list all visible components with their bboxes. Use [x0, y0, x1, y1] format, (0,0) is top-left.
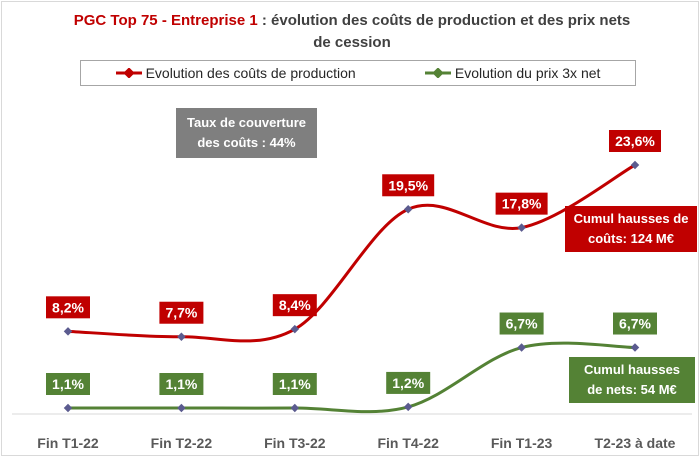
data-label: 6,7%: [499, 312, 544, 335]
net-cumul-annotation-line2: de nets: 54 M€: [587, 382, 677, 397]
x-tick-label: Fin T2-22: [151, 435, 213, 451]
cost-cumul-annotation-line2: coûts: 124 M€: [588, 231, 674, 246]
svg-text:8,4%: 8,4%: [279, 297, 311, 313]
data-label: 23,6%: [609, 130, 661, 152]
data-label: 19,5%: [382, 174, 435, 197]
data-label: 1,1%: [272, 373, 317, 395]
cost-cumul-annotation: Cumul hausses de coûts: 124 M€: [565, 206, 697, 252]
svg-text:17,8%: 17,8%: [502, 196, 542, 212]
data-label: 17,8%: [495, 192, 548, 215]
chart-title-highlight: PGC Top 75 - Entreprise 1: [73, 12, 258, 29]
svg-text:1,1%: 1,1%: [52, 376, 84, 392]
data-point: [517, 223, 526, 232]
legend-swatch-net-price: [424, 68, 451, 78]
svg-text:1,1%: 1,1%: [165, 376, 197, 392]
svg-text:6,7%: 6,7%: [506, 316, 538, 332]
data-point: [517, 343, 526, 352]
chart-title-rest-line1: évolution des coûts de production et des…: [271, 12, 631, 29]
legend-label-costs: Evolution des coûts de production: [145, 65, 356, 81]
data-label: 8,2%: [46, 296, 90, 319]
data-point: [177, 332, 186, 341]
net-cumul-annotation: Cumul hausses de nets: 54 M€: [569, 357, 695, 403]
net-cumul-annotation-line1: Cumul hausses: [583, 362, 681, 377]
data-point: [290, 324, 300, 334]
chart-title-separator: :: [257, 12, 272, 29]
data-label: 7,7%: [159, 301, 204, 324]
svg-text:23,6%: 23,6%: [615, 133, 655, 149]
svg-text:1,2%: 1,2%: [392, 375, 424, 391]
legend-item-costs: Evolution des coûts de production: [115, 65, 356, 81]
svg-text:19,5%: 19,5%: [388, 177, 428, 193]
series-line-0: [67, 163, 636, 343]
svg-text:1,1%: 1,1%: [279, 376, 311, 392]
data-label: 1,1%: [159, 373, 204, 395]
coverage-annotation-line2: des coûts : 44%: [197, 135, 296, 150]
data-point: [63, 327, 73, 336]
data-point: [63, 403, 73, 413]
data-label: 1,2%: [386, 371, 431, 394]
x-tick-label: Fin T3-22: [264, 435, 326, 451]
x-tick-label: Fin T1-22: [37, 435, 99, 451]
x-tick-label: T2-23 à date: [595, 435, 676, 451]
legend-swatch-costs: [115, 68, 142, 78]
chart-title-rest-line2: de cession: [313, 34, 391, 51]
svg-text:6,7%: 6,7%: [619, 316, 651, 332]
legend: Evolution des coûts de production Evolut…: [80, 60, 636, 86]
svg-text:8,2%: 8,2%: [52, 299, 84, 315]
data-label: 8,4%: [272, 294, 317, 317]
data-point: [290, 403, 300, 413]
data-point: [403, 402, 413, 412]
x-tick-label: Fin T1-23: [491, 435, 553, 451]
cost-cumul-annotation-line1: Cumul hausses de: [573, 211, 689, 226]
x-tick-label: Fin T4-22: [377, 435, 439, 451]
data-label: 1,1%: [46, 373, 90, 395]
legend-label-net-price: Evolution du prix 3x net: [454, 65, 601, 81]
series-line-1: [68, 341, 636, 414]
data-point: [403, 205, 413, 214]
svg-text:7,7%: 7,7%: [165, 305, 197, 321]
coverage-annotation-line1: Taux de couverture: [187, 115, 306, 130]
data-label: 6,7%: [613, 312, 657, 335]
coverage-annotation: Taux de couverture des coûts : 44%: [176, 108, 317, 158]
legend-item-net-price: Evolution du prix 3x net: [424, 65, 601, 81]
chart-title: PGC Top 75 - Entreprise 1 : évolution de…: [42, 10, 662, 54]
data-point: [177, 403, 186, 413]
data-point: [630, 343, 640, 352]
